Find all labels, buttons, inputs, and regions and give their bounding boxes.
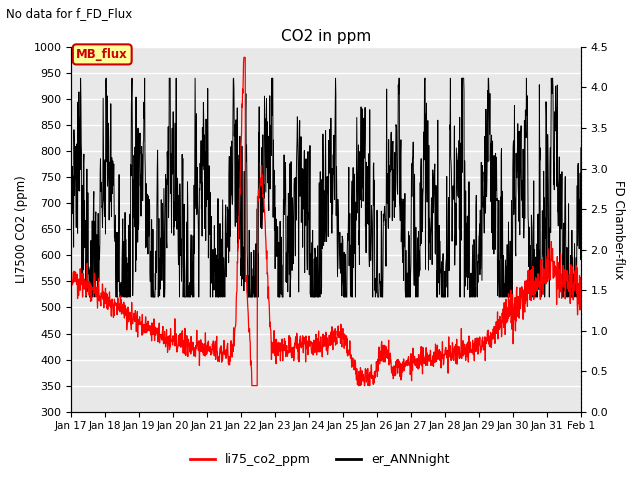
Y-axis label: LI7500 CO2 (ppm): LI7500 CO2 (ppm) xyxy=(15,176,28,283)
Text: No data for f_FD_Flux: No data for f_FD_Flux xyxy=(6,7,132,20)
Title: CO2 in ppm: CO2 in ppm xyxy=(281,29,371,44)
Text: MB_flux: MB_flux xyxy=(76,48,128,61)
Legend: li75_co2_ppm, er_ANNnight: li75_co2_ppm, er_ANNnight xyxy=(186,448,454,471)
Y-axis label: FD Chamber-flux: FD Chamber-flux xyxy=(612,180,625,279)
